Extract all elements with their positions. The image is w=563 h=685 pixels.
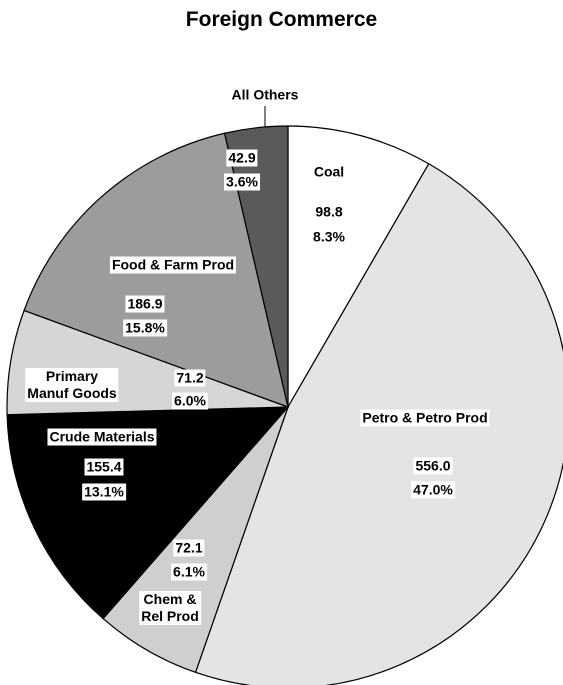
percent-label: 6.0%: [172, 392, 208, 410]
slice-label: Food & Farm Prod: [109, 256, 237, 274]
slice-label: Chem & Rel Prod: [139, 591, 201, 625]
value-label: 556.0: [413, 457, 453, 475]
value-label: 42.9: [226, 149, 258, 167]
percent-label: 47.0%: [411, 481, 455, 499]
percent-label: 6.1%: [171, 563, 207, 581]
value-label: 155.4: [84, 458, 124, 476]
slice-label: Crude Materials: [47, 428, 157, 446]
value-label: 71.2: [174, 369, 206, 387]
pie-slice: [287, 125, 430, 410]
pie-slice: [223, 125, 289, 408]
percent-label: 15.8%: [123, 319, 167, 337]
pie-slice: [6, 406, 290, 620]
value-label: 98.8: [313, 203, 345, 221]
slice-label: Coal: [311, 163, 347, 181]
value-label: 72.1: [173, 539, 205, 557]
slice-label: Petro & Petro Prod: [360, 409, 490, 427]
percent-label: 3.6%: [224, 173, 260, 191]
percent-label: 8.3%: [311, 228, 347, 246]
percent-label: 13.1%: [82, 483, 126, 501]
slice-label: All Others: [229, 86, 301, 104]
value-label: 186.9: [125, 295, 165, 313]
slice-label: Primary Manuf Goods: [25, 368, 119, 402]
chart-title: Foreign Commerce: [185, 8, 378, 31]
